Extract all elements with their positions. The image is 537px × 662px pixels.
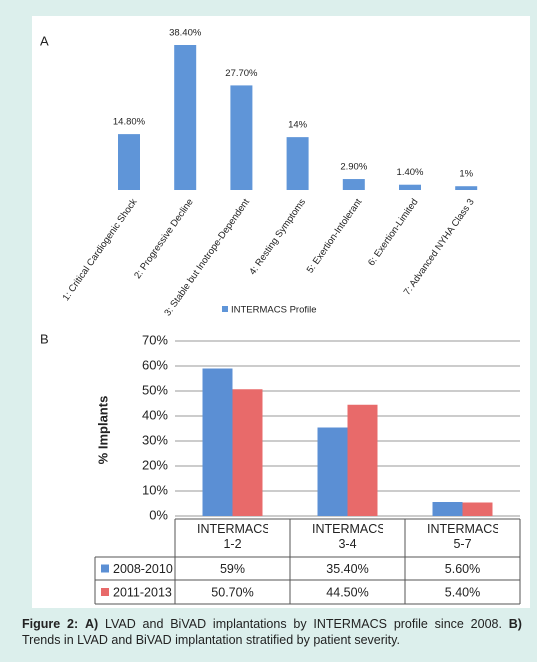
value-label: 14.80% bbox=[113, 117, 146, 128]
category-cell: INTERMACS 1-2 bbox=[197, 522, 268, 551]
caption-a-label: A) bbox=[84, 617, 99, 631]
caption: Figure 2: A) LVAD and BiVAD implantation… bbox=[22, 616, 522, 648]
legend-label: 2011-2013 bbox=[113, 585, 172, 599]
caption-b-label: B) bbox=[508, 617, 522, 631]
bar bbox=[432, 502, 463, 516]
bar bbox=[230, 85, 253, 190]
table-value: 59% bbox=[220, 562, 245, 576]
legend-label: 2008-2010 bbox=[113, 562, 173, 576]
bar bbox=[347, 404, 378, 516]
category-cell: INTERMACS 5-7 bbox=[427, 522, 498, 551]
x-tick-label: INTERMACS 3-4 bbox=[312, 522, 383, 551]
bar bbox=[342, 179, 365, 190]
x-tick-label: INTERMACS 5-7 bbox=[427, 522, 498, 551]
table-value: 35.40% bbox=[326, 562, 368, 576]
bar bbox=[286, 137, 309, 190]
x-tick-label: INTERMACS 1-2 bbox=[197, 522, 268, 551]
bar bbox=[174, 45, 197, 190]
y-tick-label: 20% bbox=[142, 457, 168, 472]
panel-label: A bbox=[40, 33, 49, 48]
legend-swatch bbox=[101, 588, 109, 596]
table-value: 50.70% bbox=[211, 585, 253, 599]
table-value: 5.60% bbox=[445, 562, 480, 576]
value-label: 1.40% bbox=[397, 167, 424, 178]
y-tick-label: 30% bbox=[142, 432, 168, 447]
value-label: 27.70% bbox=[225, 68, 258, 79]
value-label: 38.40% bbox=[169, 28, 202, 39]
caption-a-text: LVAD and BiVAD implantations by INTERMAC… bbox=[104, 617, 502, 631]
y-tick-label: 50% bbox=[142, 382, 168, 397]
bar bbox=[399, 184, 421, 190]
y-tick-label: 0% bbox=[149, 507, 168, 522]
value-label: 1% bbox=[459, 169, 473, 180]
legend-label: INTERMACS Profile bbox=[231, 305, 317, 316]
y-tick-label: 40% bbox=[142, 407, 168, 422]
y-tick-label: 10% bbox=[142, 482, 168, 497]
bar bbox=[232, 389, 263, 516]
bar bbox=[118, 134, 140, 190]
caption-label: Figure 2: bbox=[22, 617, 79, 631]
legend-swatch bbox=[101, 564, 109, 573]
table-value: 44.50% bbox=[326, 585, 368, 599]
caption-b-text: Trends in LVAD and BiVAD implantation st… bbox=[22, 633, 400, 647]
y-tick-label: 60% bbox=[142, 357, 168, 372]
legend-swatch bbox=[222, 306, 228, 312]
y-tick-label: 70% bbox=[142, 332, 168, 347]
figure: A14.80%1: Critical Cardiogenic Shock38.4… bbox=[32, 16, 530, 608]
panel-label: B bbox=[40, 331, 49, 346]
bar bbox=[455, 186, 478, 190]
bar bbox=[317, 427, 348, 516]
table-value: 5.40% bbox=[445, 585, 480, 599]
y-axis-label: % Implants bbox=[95, 396, 110, 465]
category-cell: INTERMACS 3-4 bbox=[312, 522, 383, 551]
value-label: 14% bbox=[288, 120, 308, 131]
bar bbox=[202, 368, 233, 516]
bar bbox=[462, 502, 493, 516]
value-label: 2.90% bbox=[340, 162, 367, 173]
